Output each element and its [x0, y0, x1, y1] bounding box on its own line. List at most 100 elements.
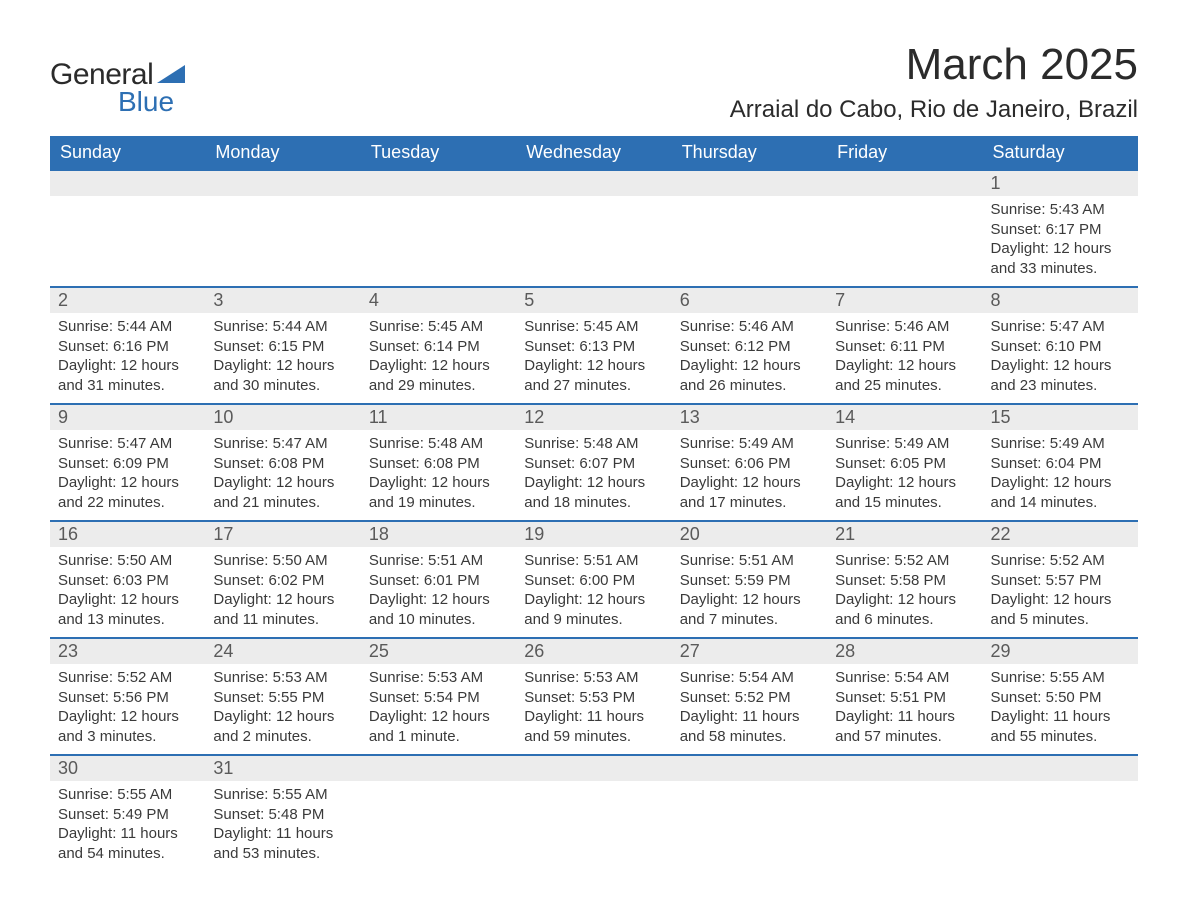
daylight-label: Daylight: [680, 357, 743, 374]
day-detail-cell [361, 196, 516, 287]
daylight: Daylight: 12 hours and 18 minutes. [524, 473, 663, 512]
sunrise-value: 5:51 AM [583, 552, 638, 569]
day-number-cell: 26 [516, 638, 671, 664]
day-detail-cell: Sunrise: 5:51 AMSunset: 5:59 PMDaylight:… [672, 547, 827, 638]
sunset-label: Sunset: [680, 455, 735, 472]
sunset-value: 5:56 PM [113, 689, 169, 706]
sunrise-label: Sunrise: [680, 669, 739, 686]
day-detail-cell: Sunrise: 5:49 AMSunset: 6:04 PMDaylight:… [983, 430, 1138, 521]
weekday-header: Friday [827, 136, 982, 170]
sunset-value: 6:07 PM [579, 455, 635, 472]
daylight: Daylight: 12 hours and 13 minutes. [58, 590, 197, 629]
day-number-cell: 21 [827, 521, 982, 547]
day-number-cell [50, 170, 205, 196]
sunset: Sunset: 6:08 PM [213, 454, 352, 474]
daylight: Daylight: 12 hours and 26 minutes. [680, 356, 819, 395]
sunset: Sunset: 6:12 PM [680, 337, 819, 357]
sunset-label: Sunset: [991, 221, 1046, 238]
sunset: Sunset: 6:06 PM [680, 454, 819, 474]
sunrise-label: Sunrise: [991, 669, 1050, 686]
daylight: Daylight: 12 hours and 29 minutes. [369, 356, 508, 395]
daylight-label: Daylight: [991, 591, 1054, 608]
daylight: Daylight: 12 hours and 1 minute. [369, 707, 508, 746]
day-detail-cell: Sunrise: 5:54 AMSunset: 5:51 PMDaylight:… [827, 664, 982, 755]
daylight: Daylight: 12 hours and 23 minutes. [991, 356, 1130, 395]
day-number-cell: 20 [672, 521, 827, 547]
sunrise-label: Sunrise: [369, 318, 428, 335]
sunset-value: 5:49 PM [113, 806, 169, 823]
sunset-label: Sunset: [680, 572, 735, 589]
day-detail-cell [516, 196, 671, 287]
sunset-label: Sunset: [58, 338, 113, 355]
daylight-label: Daylight: [835, 591, 898, 608]
day-number-cell: 14 [827, 404, 982, 430]
day-detail-cell: Sunrise: 5:43 AMSunset: 6:17 PMDaylight:… [983, 196, 1138, 287]
sunrise-label: Sunrise: [213, 669, 272, 686]
sunrise-label: Sunrise: [524, 318, 583, 335]
daylight-label: Daylight: [680, 474, 743, 491]
sunrise-value: 5:49 AM [894, 435, 949, 452]
sunrise: Sunrise: 5:52 AM [991, 551, 1130, 571]
page-title: March 2025 [730, 40, 1138, 90]
day-number-cell [205, 170, 360, 196]
daylight: Daylight: 12 hours and 30 minutes. [213, 356, 352, 395]
sunset: Sunset: 6:14 PM [369, 337, 508, 357]
sunset-value: 6:12 PM [735, 338, 791, 355]
sunset-value: 6:05 PM [890, 455, 946, 472]
day-number-cell: 9 [50, 404, 205, 430]
sunset: Sunset: 6:08 PM [369, 454, 508, 474]
sunrise: Sunrise: 5:47 AM [58, 434, 197, 454]
day-number-cell: 13 [672, 404, 827, 430]
day-detail-cell: Sunrise: 5:52 AMSunset: 5:57 PMDaylight:… [983, 547, 1138, 638]
sunrise-value: 5:43 AM [1050, 201, 1105, 218]
daylight: Daylight: 12 hours and 9 minutes. [524, 590, 663, 629]
sunset-value: 5:53 PM [579, 689, 635, 706]
sunrise-label: Sunrise: [369, 435, 428, 452]
sunset-value: 6:16 PM [113, 338, 169, 355]
weekday-header-row: SundayMondayTuesdayWednesdayThursdayFrid… [50, 136, 1138, 170]
sunrise-label: Sunrise: [991, 552, 1050, 569]
sunrise-value: 5:55 AM [273, 786, 328, 803]
day-detail-cell: Sunrise: 5:49 AMSunset: 6:06 PMDaylight:… [672, 430, 827, 521]
sunrise-value: 5:45 AM [583, 318, 638, 335]
daylight: Daylight: 11 hours and 57 minutes. [835, 707, 974, 746]
weekday-header: Thursday [672, 136, 827, 170]
sunrise: Sunrise: 5:50 AM [58, 551, 197, 571]
day-detail-cell: Sunrise: 5:52 AMSunset: 5:58 PMDaylight:… [827, 547, 982, 638]
day-detail-cell: Sunrise: 5:53 AMSunset: 5:55 PMDaylight:… [205, 664, 360, 755]
sunrise: Sunrise: 5:48 AM [369, 434, 508, 454]
day-number-cell: 7 [827, 287, 982, 313]
sunset: Sunset: 5:58 PM [835, 571, 974, 591]
sunset-value: 6:17 PM [1046, 221, 1102, 238]
daylight-label: Daylight: [369, 591, 432, 608]
day-number-cell [361, 170, 516, 196]
sunrise-label: Sunrise: [835, 318, 894, 335]
day-number-cell: 8 [983, 287, 1138, 313]
day-number-cell [361, 755, 516, 781]
sunrise: Sunrise: 5:53 AM [524, 668, 663, 688]
sunrise: Sunrise: 5:49 AM [680, 434, 819, 454]
sunrise-label: Sunrise: [991, 435, 1050, 452]
sunset-label: Sunset: [835, 455, 890, 472]
daylight-label: Daylight: [58, 357, 121, 374]
day-number-cell: 27 [672, 638, 827, 664]
day-detail-cell: Sunrise: 5:53 AMSunset: 5:53 PMDaylight:… [516, 664, 671, 755]
day-number-cell [827, 755, 982, 781]
sunset: Sunset: 6:02 PM [213, 571, 352, 591]
daylight: Daylight: 12 hours and 2 minutes. [213, 707, 352, 746]
sunset-value: 5:54 PM [424, 689, 480, 706]
sunrise-value: 5:50 AM [117, 552, 172, 569]
daylight-label: Daylight: [58, 825, 121, 842]
logo-triangle-icon [157, 63, 185, 88]
sunset-label: Sunset: [213, 806, 268, 823]
sunset: Sunset: 6:04 PM [991, 454, 1130, 474]
sunset: Sunset: 5:51 PM [835, 688, 974, 708]
day-detail-cell: Sunrise: 5:47 AMSunset: 6:09 PMDaylight:… [50, 430, 205, 521]
day-detail-cell [205, 196, 360, 287]
sunrise-label: Sunrise: [991, 318, 1050, 335]
sunrise-value: 5:49 AM [739, 435, 794, 452]
sunrise-value: 5:48 AM [583, 435, 638, 452]
day-detail-cell: Sunrise: 5:50 AMSunset: 6:02 PMDaylight:… [205, 547, 360, 638]
day-detail-cell: Sunrise: 5:55 AMSunset: 5:50 PMDaylight:… [983, 664, 1138, 755]
day-detail-cell [827, 781, 982, 871]
